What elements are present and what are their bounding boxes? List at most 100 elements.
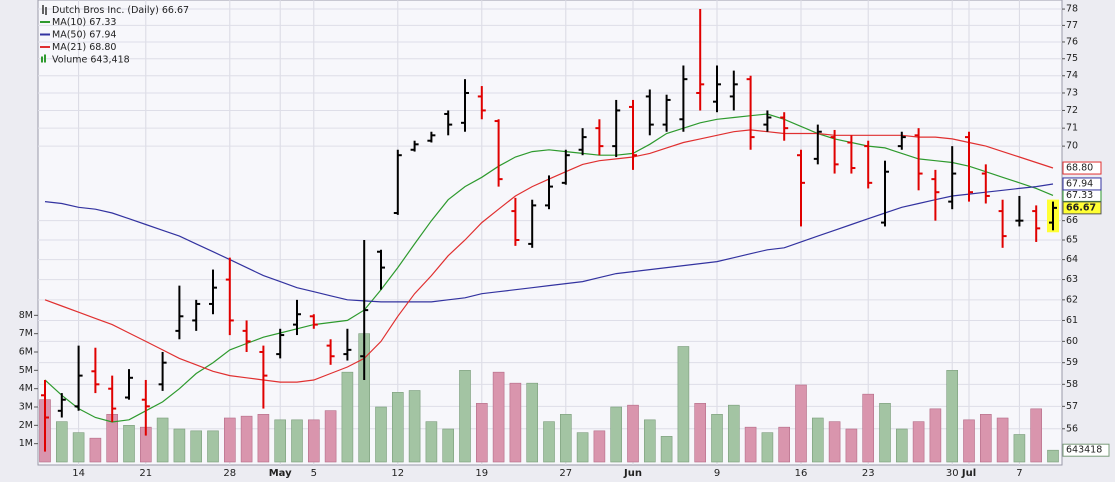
volume-bar <box>979 414 992 463</box>
ma-value-label: 67.94 <box>1066 178 1093 189</box>
y-tick-label: 74 <box>1066 70 1078 81</box>
volume-bar <box>257 414 270 463</box>
x-tick-label: 14 <box>72 468 85 479</box>
volume-bar <box>341 371 354 463</box>
legend-text: MA(50) <box>52 29 86 40</box>
y-tick-label: 60 <box>1066 336 1078 347</box>
x-tick-label: 27 <box>559 468 572 479</box>
x-tick-label: Jun <box>623 468 642 479</box>
y-tick-label: 78 <box>1066 4 1078 15</box>
volume-bar <box>240 415 253 463</box>
y-tick-label: 57 <box>1066 401 1078 412</box>
volume-bar <box>761 432 774 463</box>
legend-text: 68.80 <box>89 42 116 53</box>
volume-bar <box>778 426 791 463</box>
volume-bar <box>1030 408 1042 463</box>
volume-bar <box>391 392 404 463</box>
y2-tick-label: 4M <box>19 383 33 394</box>
y-tick-label: 72 <box>1066 105 1078 116</box>
volume-bar <box>660 436 673 463</box>
y-tick-label: 66 <box>1066 215 1078 226</box>
volume-bar <box>576 432 589 463</box>
volume-bar <box>89 437 102 463</box>
y-tick-label: 70 <box>1066 141 1078 152</box>
volume-bar <box>996 417 1009 463</box>
y-tick-label: 58 <box>1066 379 1078 390</box>
y-tick-label: 73 <box>1066 87 1078 98</box>
legend-text: 67.33 <box>89 17 116 28</box>
ma-value-label: 68.80 <box>1066 163 1093 174</box>
legend-entry: MA(50) 67.94 <box>52 29 116 40</box>
volume-bar <box>862 393 875 463</box>
x-tick-label: 9 <box>714 468 720 479</box>
x-tick-label: 23 <box>862 468 875 479</box>
volume-bar <box>627 404 639 463</box>
axes: 14 21 28 May 5 12 19 27 Jun 9 16 23 30 Jul 75657585960… <box>19 4 1110 479</box>
volume-bar <box>677 346 690 463</box>
y-tick-label: 59 <box>1066 357 1078 368</box>
volume-bar <box>795 384 807 463</box>
volume-bar <box>811 417 824 463</box>
legend-text: Dutch Bros Inc. (Daily) <box>52 5 159 16</box>
legend-text: MA(21) <box>52 42 86 53</box>
ma-line <box>44 113 1054 423</box>
x-tick-label: 21 <box>139 468 152 479</box>
volume-bar <box>526 382 539 463</box>
plot-area <box>37 0 1063 466</box>
volume-bar <box>946 370 959 463</box>
y2-tick-label: 2M <box>19 420 33 431</box>
legend-text: 67.94 <box>89 29 116 40</box>
legend-entry: MA(10) 67.33 <box>52 17 116 28</box>
volume-bar <box>459 370 471 463</box>
x-tick-label: Jul <box>961 468 976 479</box>
volume-value-label: 643418 <box>1066 445 1102 456</box>
volume-bar <box>912 421 925 463</box>
volume-bar <box>711 414 723 463</box>
y2-tick-label: 5M <box>19 365 33 376</box>
volume-bar <box>744 426 757 463</box>
x-tick-label: 7 <box>1016 468 1022 479</box>
volume-bar <box>895 428 908 463</box>
y-tick-label: 71 <box>1066 123 1078 134</box>
volume-bar <box>559 414 572 463</box>
legend-text: MA(10) <box>52 17 86 28</box>
volume-bar <box>828 421 841 463</box>
y-tick-label: 76 <box>1066 36 1078 47</box>
volume-value-box <box>1062 443 1110 457</box>
price-value-box <box>1062 201 1102 215</box>
y-tick-label: 65 <box>1066 234 1078 245</box>
volume-bar <box>224 417 236 463</box>
volume-bar <box>156 417 169 463</box>
volume-bar <box>929 408 942 463</box>
volume-bar <box>845 428 858 463</box>
volume-bar <box>1013 434 1026 463</box>
volume-bar <box>1047 449 1059 463</box>
x-tick-label: 19 <box>475 468 488 479</box>
x-tick-label: 12 <box>391 468 404 479</box>
volume-bar <box>963 419 975 463</box>
volume-bar <box>475 403 488 463</box>
volume-bar <box>643 419 656 463</box>
x-tick-label: May <box>269 468 292 479</box>
ma-value-box <box>1062 177 1102 191</box>
y-tick-label: 64 <box>1066 254 1078 265</box>
volume-bar <box>694 403 707 463</box>
ma-value-box <box>1062 161 1102 175</box>
volume-bar <box>593 430 606 463</box>
y2-tick-label: 6M <box>19 347 33 358</box>
legend-entry: MA(21) 68.80 <box>52 42 116 53</box>
volume-bar <box>492 371 505 463</box>
y-tick-label: 62 <box>1066 294 1078 305</box>
y-tick-label: 75 <box>1066 53 1078 64</box>
legend-glyph <box>44 54 46 63</box>
legend-text: Volume <box>52 54 87 65</box>
volume-bar <box>55 421 68 463</box>
y-tick-label: 77 <box>1066 20 1078 31</box>
volume-bar <box>425 421 438 463</box>
volume-bar <box>509 382 522 463</box>
legend-glyph <box>41 56 43 63</box>
volume-bar <box>123 425 135 463</box>
volume-bar <box>375 406 387 463</box>
price-bars <box>41 9 1057 452</box>
